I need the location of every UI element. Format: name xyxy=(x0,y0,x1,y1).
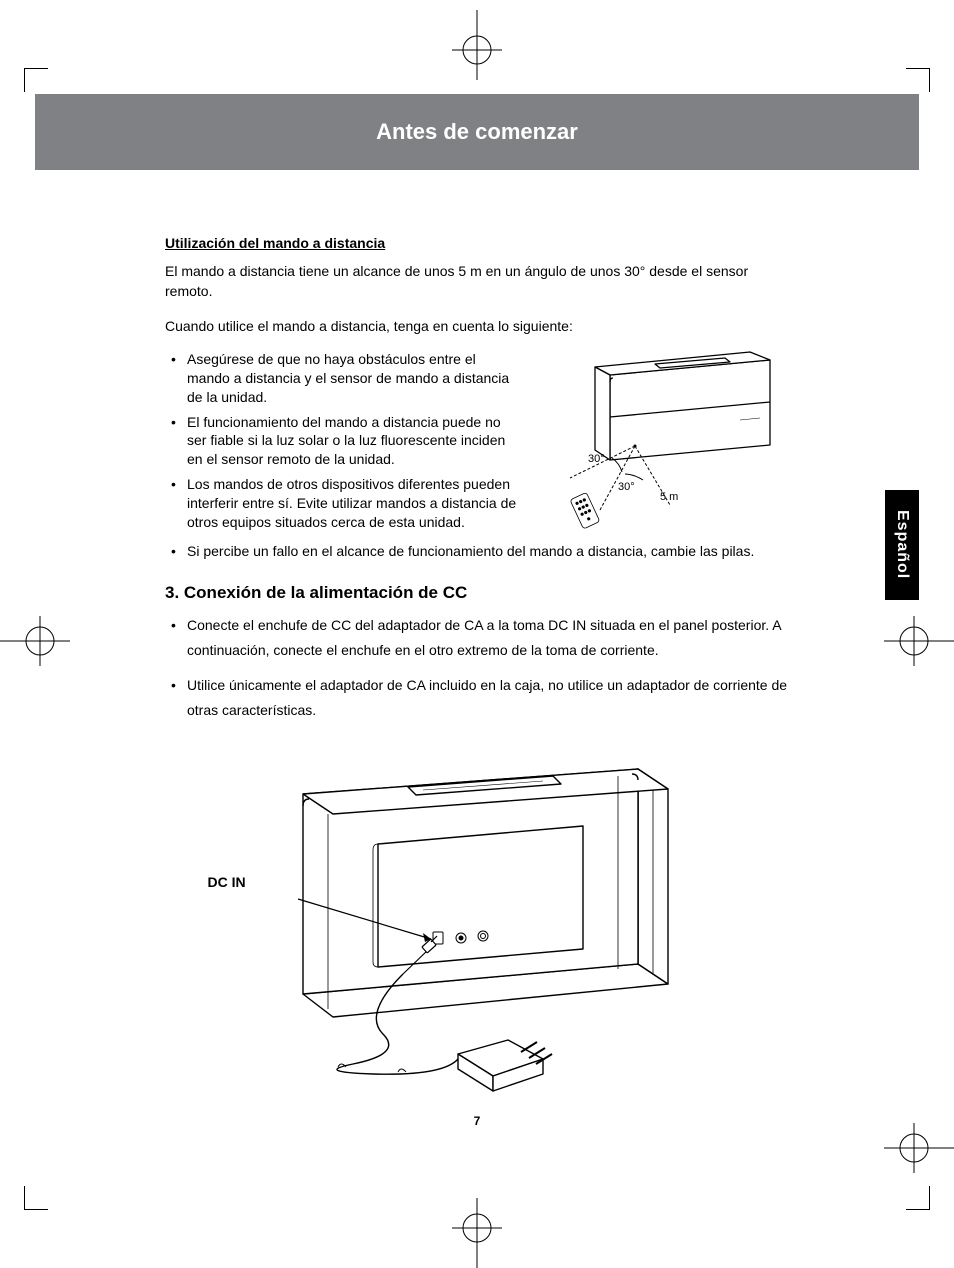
distance-label: 5 m xyxy=(660,491,678,503)
list-item: Utilice únicamente el adaptador de CA in… xyxy=(187,673,790,723)
crop-mark-bl xyxy=(24,1186,48,1210)
list-item: Los mandos de otros dispositivos diferen… xyxy=(187,475,522,532)
angle-label-2: 30° xyxy=(618,481,635,493)
registration-mark-right xyxy=(884,616,954,666)
registration-mark-right-bottom xyxy=(884,1123,954,1173)
crop-mark-tl xyxy=(24,68,48,92)
crop-mark-br xyxy=(906,1186,930,1210)
section1-p2: Cuando utilice el mando a distancia, ten… xyxy=(165,316,790,336)
dc-in-callout: DC IN xyxy=(208,874,246,890)
section2-heading: 3. Conexión de la alimentación de CC xyxy=(165,583,790,603)
crop-mark-tr xyxy=(906,68,930,92)
content-area: Utilización del mando a distancia El man… xyxy=(165,235,790,1104)
registration-mark-left xyxy=(0,616,70,666)
language-tab: Español xyxy=(885,490,919,600)
section1-heading: Utilización del mando a distancia xyxy=(165,235,790,251)
language-label: Español xyxy=(893,510,911,579)
page-number: 7 xyxy=(0,1114,954,1128)
list-item: Si percibe un fallo en el alcance de fun… xyxy=(187,542,790,561)
angle-label-1: 30° xyxy=(588,453,605,465)
figure-remote-range: 30° 30° 5 m xyxy=(540,350,790,530)
figure-dc-connection xyxy=(243,734,713,1104)
section1-bullet-list-cont: Si percibe un fallo en el alcance de fun… xyxy=(165,542,790,561)
section1-bullet-list: Asegúrese de que no haya obstáculos entr… xyxy=(165,350,522,532)
section2-bullet-list: Conecte el enchufe de CC del adaptador d… xyxy=(165,613,790,724)
list-item: Asegúrese de que no haya obstáculos entr… xyxy=(187,350,522,407)
registration-mark-bottom xyxy=(452,1198,502,1268)
page-header: Antes de comenzar xyxy=(35,94,919,170)
list-item: Conecte el enchufe de CC del adaptador d… xyxy=(187,613,790,663)
page-title: Antes de comenzar xyxy=(376,119,578,145)
registration-mark-top xyxy=(452,10,502,80)
section1-p1: El mando a distancia tiene un alcance de… xyxy=(165,261,790,302)
list-item: El funcionamiento del mando a distancia … xyxy=(187,413,522,470)
